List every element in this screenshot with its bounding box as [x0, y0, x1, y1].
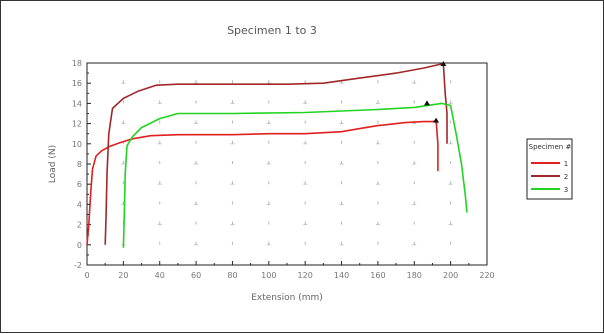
y-tick-label: 4 — [77, 200, 82, 209]
y-tick-label: -2 — [74, 261, 82, 270]
legend-label-2: 2 — [564, 173, 568, 181]
x-tick-label: 0 — [84, 271, 89, 280]
break-marker-3 — [424, 100, 430, 106]
y-tick-label: 8 — [77, 160, 82, 169]
x-tick-label: 100 — [261, 271, 276, 280]
series-line-1 — [86, 119, 439, 245]
legend-label-1: 1 — [564, 160, 568, 168]
y-tick-label: 10 — [72, 140, 82, 149]
y-tick-label: 14 — [72, 99, 82, 108]
series-line-3 — [122, 102, 468, 248]
x-tick-label: 140 — [334, 271, 349, 280]
y-tick-label: 0 — [77, 241, 82, 250]
x-axis: 0 20 40 60 80 100 120 140 160 180 200 220 — [84, 261, 495, 280]
legend: Specimen # 1 2 3 — [526, 138, 573, 200]
y-tick-label: 2 — [77, 221, 82, 230]
y-tick-label: 6 — [77, 180, 82, 189]
break-marker-1 — [433, 117, 440, 123]
x-tick-label: 180 — [407, 271, 422, 280]
legend-title: Specimen # — [529, 143, 572, 151]
y-axis: -2 0 2 4 6 8 10 12 14 16 18 — [72, 59, 91, 270]
plot-area — [86, 62, 488, 266]
y-tick-label: 12 — [72, 120, 82, 129]
y-axis-label: Load (N) — [48, 145, 58, 183]
x-tick-label: 220 — [479, 271, 494, 280]
x-tick-label: 60 — [191, 271, 201, 280]
x-tick-label: 200 — [443, 271, 458, 280]
x-tick-label: 120 — [298, 271, 313, 280]
x-tick-label: 80 — [227, 271, 237, 280]
x-tick-label: 160 — [370, 271, 385, 280]
legend-label-3: 3 — [564, 186, 568, 194]
x-tick-label: 40 — [155, 271, 165, 280]
x-tick-label: 20 — [118, 271, 128, 280]
x-axis-label: Extension (mm) — [251, 293, 323, 303]
series-layer — [86, 61, 468, 248]
y-tick-label: 16 — [72, 79, 82, 88]
y-tick-label: 18 — [72, 59, 82, 68]
chart-title: Specimen 1 to 3 — [227, 24, 317, 37]
grid — [121, 80, 453, 246]
break-marker-2 — [440, 61, 447, 67]
